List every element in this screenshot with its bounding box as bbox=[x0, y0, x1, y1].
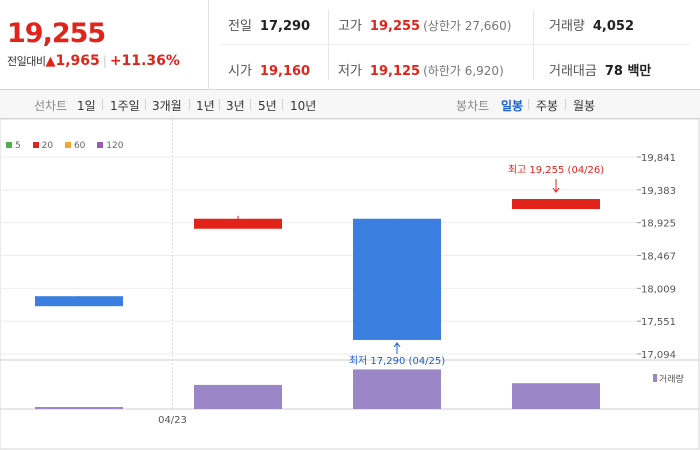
y-tick-label: 17,094 bbox=[641, 350, 676, 361]
tab-separator bbox=[250, 99, 251, 110]
legend-ma20: 20 bbox=[32, 141, 53, 151]
candle-body bbox=[353, 218, 441, 340]
stat-open: 시가 19,160 bbox=[228, 64, 311, 79]
low-arrow-icon bbox=[393, 342, 401, 348]
tab-3m[interactable]: 3개월 bbox=[152, 99, 182, 113]
tab-weekly[interactable]: 주봉 bbox=[536, 99, 559, 113]
stats-col-divider-1 bbox=[328, 10, 329, 80]
stats-divider bbox=[220, 44, 690, 45]
legend-swatch-orange bbox=[64, 142, 71, 148]
tab-10y[interactable]: 10년 bbox=[290, 99, 317, 113]
stat-low: 저가 19,125 (하한가 6,920) bbox=[338, 64, 504, 79]
y-tick-label: 18,009 bbox=[641, 284, 676, 295]
volume-bar bbox=[512, 383, 600, 409]
stat-amount: 거래대금 78 백만 bbox=[549, 64, 652, 79]
low-annotation-label: 최저 17,290 (04/25) bbox=[349, 355, 445, 367]
tab-1d[interactable]: 1일 bbox=[77, 99, 96, 113]
candle-body bbox=[194, 218, 282, 229]
line-chart-label: 선차트 bbox=[34, 99, 68, 113]
tab-separator bbox=[102, 99, 103, 110]
change-value: 1,965 bbox=[55, 53, 100, 69]
high-annotation-label: 최고 19,255 (04/26) bbox=[508, 164, 604, 176]
volume-bar bbox=[353, 369, 441, 409]
tab-daily[interactable]: 일봉 bbox=[501, 99, 524, 113]
moving-average-legend: 5 20 60 120 bbox=[6, 141, 132, 151]
volume-bar bbox=[194, 384, 282, 409]
candle-chart-label: 봉차트 bbox=[456, 99, 490, 113]
legend-ma120: 120 bbox=[97, 141, 123, 151]
tab-separator bbox=[565, 99, 566, 110]
y-tick-label: 19,383 bbox=[641, 186, 676, 197]
x-tick-label: 04/23 bbox=[158, 415, 187, 426]
legend-swatch-green bbox=[6, 142, 12, 148]
stat-volume: 거래량 4,052 bbox=[549, 19, 635, 34]
tab-separator bbox=[145, 99, 146, 110]
tab-3y[interactable]: 3년 bbox=[226, 99, 245, 113]
volume-legend-label: 거래량 bbox=[659, 373, 684, 385]
up-arrow-icon: ▲ bbox=[45, 54, 56, 69]
tab-separator bbox=[189, 99, 190, 110]
legend-ma5: 5 bbox=[6, 141, 21, 151]
candle-body bbox=[35, 296, 123, 307]
tab-separator bbox=[282, 99, 283, 110]
chart-frame bbox=[0, 119, 700, 450]
tab-1w[interactable]: 1주일 bbox=[110, 99, 140, 113]
change-label: 전일대비 bbox=[7, 55, 46, 68]
y-tick-label: 19,841 bbox=[641, 153, 676, 164]
tab-monthly[interactable]: 월봉 bbox=[573, 99, 596, 113]
tab-separator bbox=[528, 99, 529, 110]
tab-1y[interactable]: 1년 bbox=[196, 99, 215, 113]
current-price: 19,255 bbox=[7, 18, 106, 49]
volume-bar bbox=[35, 407, 123, 409]
volume-legend-swatch bbox=[653, 374, 657, 382]
legend-swatch-purple bbox=[97, 142, 104, 148]
change-separator: | bbox=[102, 54, 107, 68]
stat-prev-close: 전일 17,290 bbox=[228, 19, 311, 34]
chart-period-tabs: 선차트 1일 1주일 3개월 1년 3년 5년 10년 봉차트 일봉 주봉 월봉 bbox=[0, 90, 700, 119]
candle-chart: 19,841 19,383 18,925 18,467 18,009 17,551 17,0… bbox=[0, 119, 700, 450]
stat-high: 고가 19,255 (상한가 27,660) bbox=[338, 19, 512, 34]
change-percent: +11.36% bbox=[109, 53, 180, 69]
high-arrow-icon bbox=[552, 187, 560, 193]
stats-col-divider-2 bbox=[533, 10, 534, 80]
legend-ma60: 60 bbox=[64, 141, 85, 151]
y-tick-label: 18,467 bbox=[641, 252, 676, 263]
legend-swatch-red bbox=[32, 142, 39, 148]
tab-separator bbox=[219, 99, 220, 110]
candle-body bbox=[512, 199, 600, 210]
price-change: 전일대비▲1,965 | +11.36% bbox=[7, 53, 180, 69]
y-tick-label: 18,925 bbox=[641, 219, 676, 230]
y-tick-label: 17,551 bbox=[641, 317, 676, 328]
quote-header: 19,255 전일대비▲1,965 | +11.36% 전일 17,290 시가 19,… bbox=[0, 0, 700, 90]
tab-5y[interactable]: 5년 bbox=[258, 99, 277, 113]
price-summary: 19,255 전일대비▲1,965 | +11.36% bbox=[0, 0, 209, 90]
